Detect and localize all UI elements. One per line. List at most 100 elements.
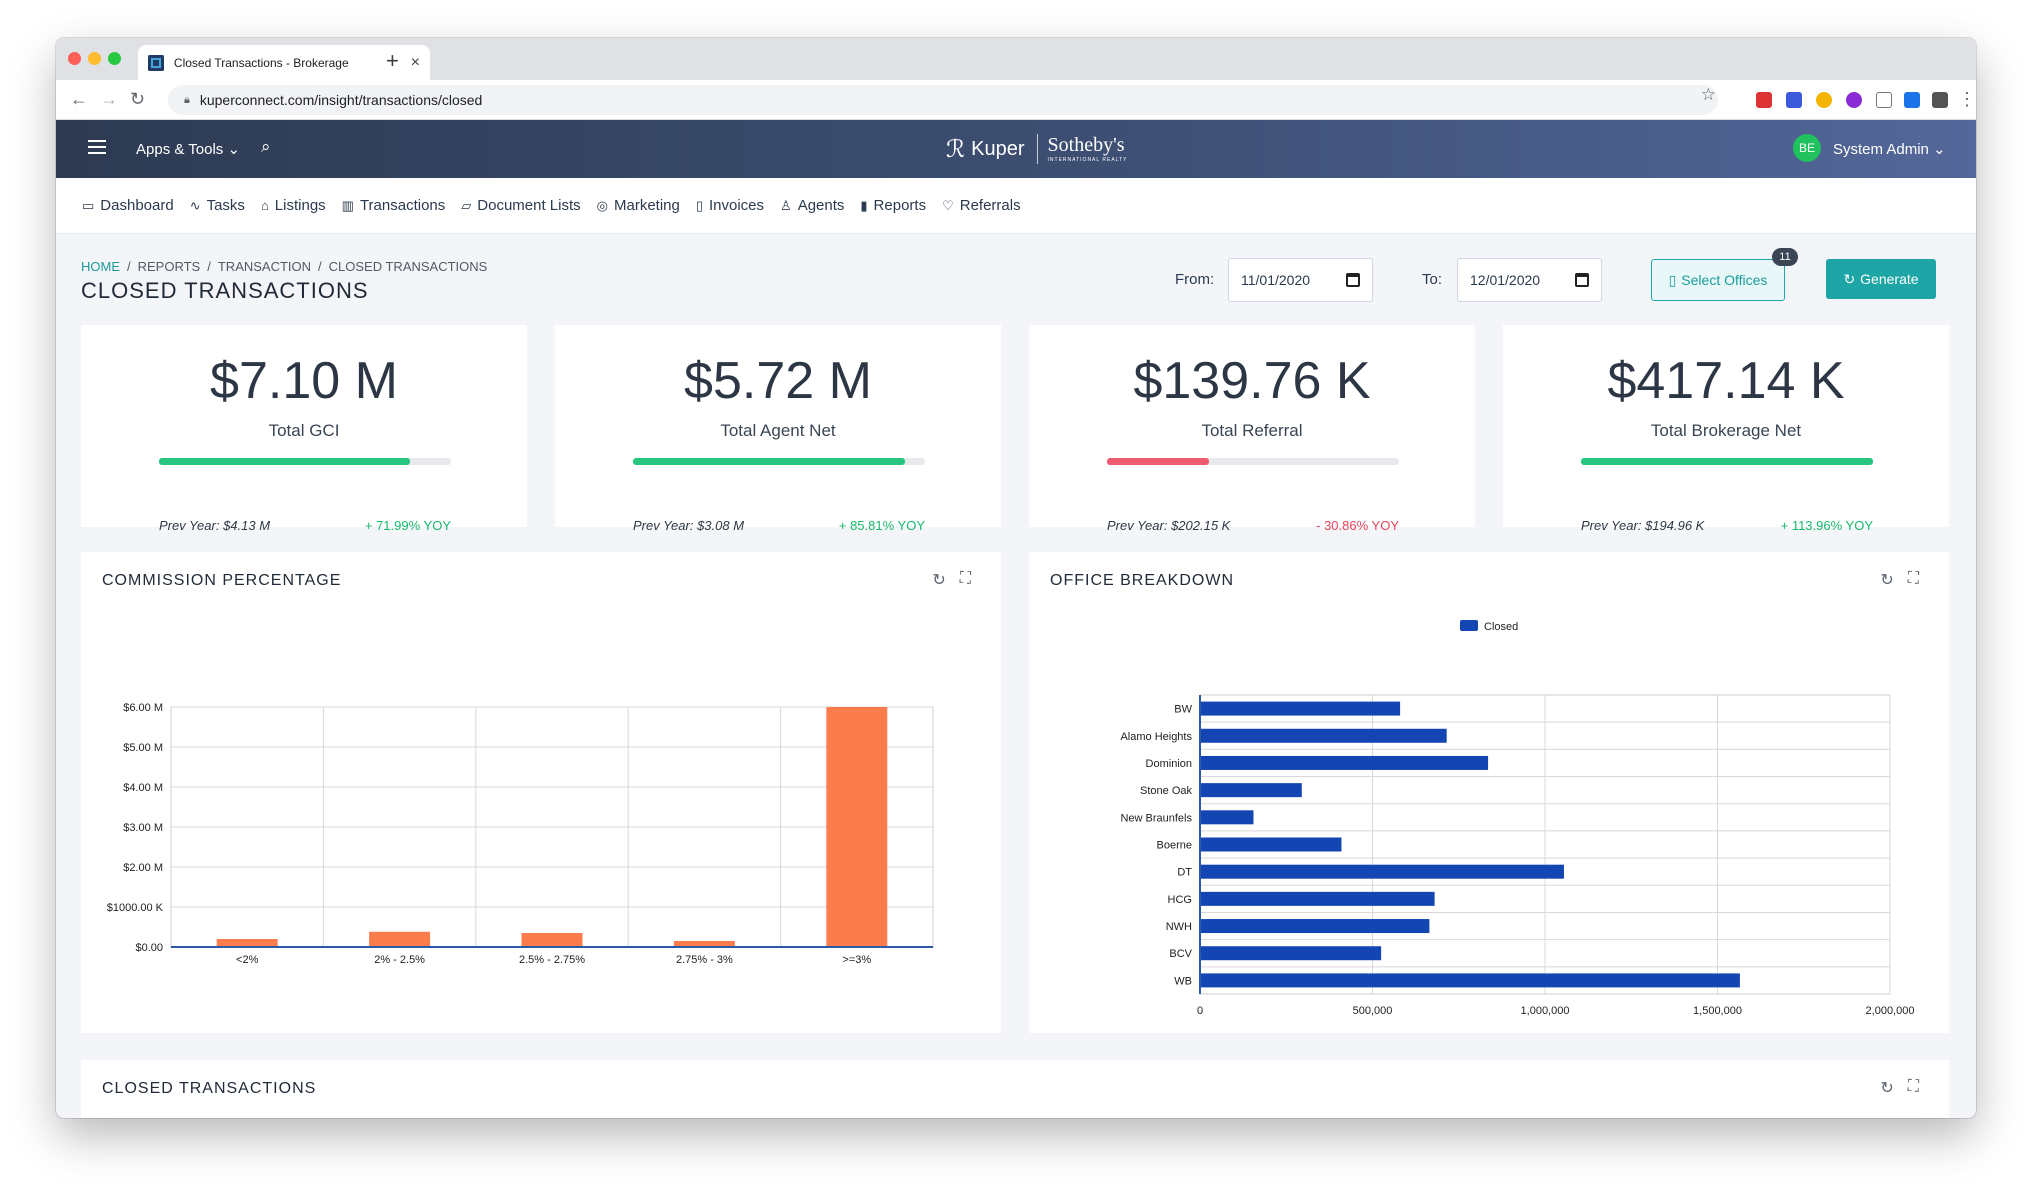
closed-transactions-card: CLOSED TRANSACTIONS ↻ ⛶: [81, 1060, 1949, 1118]
breadcrumb-transaction[interactable]: TRANSACTION: [217, 259, 312, 274]
commission-percentage-card: COMMISSION PERCENTAGE ↻ ⛶ $0.00 $1000.00 …: [81, 552, 1001, 1033]
minimize-window-button[interactable]: [88, 52, 101, 65]
from-date-value: 11/01/2020: [1241, 272, 1311, 288]
generate-button[interactable]: ↻ Generate: [1826, 259, 1936, 299]
card-title: COMMISSION PERCENTAGE: [102, 572, 342, 589]
extension-icon[interactable]: [1816, 92, 1832, 108]
refresh-icon[interactable]: ↻: [1880, 1080, 1894, 1097]
bar: [1200, 946, 1382, 961]
select-offices-button[interactable]: ▯ Select Offices: [1651, 259, 1785, 301]
hamburger-menu-icon[interactable]: [88, 140, 106, 154]
nav-item-referrals[interactable]: ♡ Referrals: [942, 197, 1021, 214]
brand-logo[interactable]: ℛ Kuper Sotheby's INTERNATIONAL REALTY: [946, 132, 1127, 166]
bar: [1200, 864, 1564, 879]
legend-swatch: [1460, 620, 1478, 631]
folder-icon: ▱: [461, 197, 472, 213]
nav-item-agents[interactable]: ♙ Agents: [780, 197, 844, 214]
nav-item-document-lists[interactable]: ▱ Document Lists: [461, 197, 580, 214]
close-window-button[interactable]: [68, 52, 81, 65]
extension-icon[interactable]: [1876, 92, 1892, 108]
home-icon: ⌂: [260, 198, 269, 213]
breadcrumb-separator: /: [318, 259, 322, 274]
kpi-progress-track: [1107, 458, 1399, 465]
avatar[interactable]: BE: [1793, 134, 1821, 162]
breadcrumb-home[interactable]: HOME: [81, 259, 120, 274]
refresh-icon: ↻: [1843, 270, 1856, 287]
kpi-card-total-gci: $7.10 M Total GCI Prev Year: $4.13 M + 7…: [81, 325, 527, 533]
nav-label: Tasks: [206, 197, 245, 214]
kpi-card-total-agent-net: $5.72 M Total Agent Net Prev Year: $3.08…: [555, 325, 1001, 533]
bar: [1200, 973, 1740, 988]
nav-item-invoices[interactable]: ▯ Invoices: [696, 197, 764, 214]
maximize-window-button[interactable]: [108, 52, 121, 65]
y-tick-label: New Braunfels: [1120, 812, 1192, 824]
kpi-yoy: - 30.86% YOY: [1316, 518, 1399, 533]
kpi-progress-track: [159, 458, 451, 465]
forward-icon[interactable]: →: [100, 89, 118, 109]
logo-divider: [1036, 134, 1038, 164]
browser-tab[interactable]: Closed Transactions - Brokerage ×: [138, 45, 430, 80]
extension-icon[interactable]: [1756, 92, 1772, 108]
tab-title: Closed Transactions - Brokerage: [173, 55, 349, 70]
nav-item-tasks[interactable]: ∿ Tasks: [190, 197, 245, 214]
office-chart: Closed 0 500,000 1,000,000 1,500,000 2,000,00…: [1120, 620, 1914, 1017]
kpi-label: Total GCI: [268, 421, 340, 440]
nav-label: Agents: [797, 197, 845, 214]
address-bar[interactable]: 🔒︎ kuperconnect.com/insight/transactions…: [168, 85, 1718, 115]
breadcrumb: HOME / REPORTS / TRANSACTION / CLOSED TR…: [81, 259, 494, 274]
from-date-input[interactable]: 11/01/2020: [1228, 258, 1373, 302]
nav-item-reports[interactable]: ▮ Reports: [860, 197, 926, 214]
nav-item-listings[interactable]: ⌂ Listings: [261, 197, 326, 214]
y-tick-label: $2.00 M: [123, 862, 163, 874]
extension-icon[interactable]: [1904, 92, 1920, 108]
calendar-icon[interactable]: [1575, 273, 1589, 287]
y-tick-label: BW: [1174, 704, 1192, 716]
module-nav: ▭ Dashboard ∿ Tasks ⌂ Listings ▥ Transaction…: [56, 178, 1976, 234]
puzzle-icon[interactable]: [1932, 92, 1948, 108]
office-breakdown-card: OFFICE BREAKDOWN ↻ ⛶ Closed 0 500,000 1,000…: [1029, 552, 1949, 1033]
browser-menu-icon[interactable]: ⋮: [1958, 89, 1976, 109]
tab-close-icon[interactable]: ×: [410, 53, 420, 71]
apps-tools-menu[interactable]: Apps & Tools ⌄: [136, 141, 241, 158]
nav-item-transactions[interactable]: ▥ Transactions: [342, 197, 446, 214]
expand-icon[interactable]: ⛶: [1907, 570, 1919, 587]
y-tick-label: $5.00 M: [123, 742, 163, 754]
to-date-input[interactable]: 12/01/2020: [1457, 258, 1602, 302]
x-tick-label: 2.5% - 2.75%: [519, 954, 585, 966]
x-tick-label: 500,000: [1353, 1005, 1393, 1017]
y-tick-label: NWH: [1166, 921, 1192, 933]
refresh-icon[interactable]: ↻: [1880, 572, 1894, 589]
logo-kuper-text: Kuper: [971, 137, 1025, 160]
y-tick-label: DT: [1177, 867, 1192, 879]
nav-item-marketing[interactable]: ◎ Marketing: [597, 197, 680, 214]
bookmark-star-icon[interactable]: ☆: [1700, 85, 1716, 104]
kpi-card-total-brokerage-net: $417.14 K Total Brokerage Net Prev Year:…: [1503, 325, 1949, 533]
bar: [1200, 783, 1302, 798]
commission-chart: $0.00 $1000.00 K $2.00 M $3.00 M $4.00 M $5.0…: [107, 702, 934, 966]
y-tick-label: HCG: [1168, 894, 1192, 906]
search-icon[interactable]: ⌕: [261, 137, 271, 156]
expand-icon[interactable]: ⛶: [1907, 1078, 1919, 1095]
breadcrumb-reports[interactable]: REPORTS: [137, 259, 201, 274]
calendar-icon[interactable]: [1346, 273, 1360, 287]
expand-icon[interactable]: ⛶: [959, 570, 971, 587]
card-tools: ↻ ⛶: [1880, 570, 1919, 590]
extension-icon[interactable]: [1786, 92, 1802, 108]
y-tick-label: BCV: [1169, 948, 1192, 960]
breadcrumb-separator: /: [207, 259, 211, 274]
kpi-prev-year: Prev Year: $3.08 M: [633, 518, 745, 533]
kpi-yoy: + 113.96% YOY: [1780, 518, 1873, 533]
refresh-icon[interactable]: ↻: [932, 572, 946, 589]
kpi-prev-year: Prev Year: $202.15 K: [1107, 518, 1231, 533]
extension-icon[interactable]: [1846, 92, 1862, 108]
reload-icon[interactable]: ↻: [130, 89, 146, 109]
back-icon[interactable]: ←: [70, 89, 88, 109]
kpi-value: $5.72 M: [684, 352, 872, 410]
nav-item-dashboard[interactable]: ▭ Dashboard: [82, 197, 174, 214]
new-tab-icon[interactable]: +: [386, 48, 399, 73]
card-tools: ↻ ⛶: [1880, 1078, 1919, 1098]
to-label: To:: [1422, 271, 1443, 288]
bar: [1200, 728, 1447, 743]
bar: [1200, 919, 1430, 934]
user-menu[interactable]: System Admin ⌄: [1833, 141, 1946, 158]
